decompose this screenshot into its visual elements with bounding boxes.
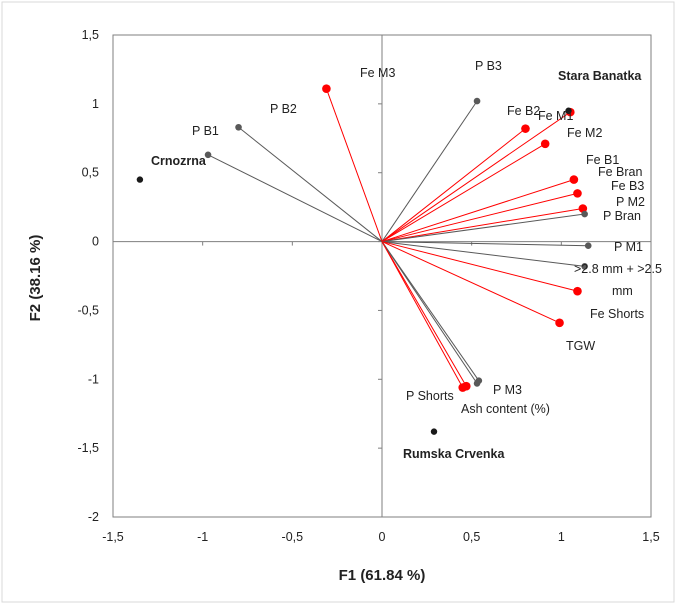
variable-point-2-8-mm-2-5-mm	[573, 286, 582, 296]
variable-point-fe-shorts	[555, 318, 564, 328]
vector-ash-content	[381, 241, 464, 388]
vector-fe-m1	[381, 111, 571, 242]
variable-point-p-m2	[581, 210, 588, 218]
variable-point-p-b3	[473, 97, 481, 105]
vector-p-m2	[381, 213, 585, 243]
y-tick-label: -1,5	[77, 441, 99, 455]
variable-point-p-m3	[475, 377, 483, 384]
variable-label-mm-line2: mm	[612, 284, 633, 298]
vector-fe-shorts	[381, 241, 560, 324]
x-tick-label: 1,5	[642, 530, 659, 544]
vector-p-b3	[381, 100, 478, 242]
variable-label-fe-b3: Fe B3	[611, 179, 644, 193]
variable-point-fe-bran	[573, 189, 582, 198]
observation-label-rumska-crvenka: Rumska Crvenka	[403, 447, 505, 461]
observation-label-crnozrna: Crnozrna	[151, 154, 207, 168]
variable-label-p-b3: P B3	[475, 59, 502, 73]
variable-label-p-m2: P M2	[616, 195, 645, 209]
vector-p-m1	[381, 241, 585, 267]
variable-label-p-shorts: P Shorts	[406, 389, 454, 403]
y-tick-label: 0	[92, 235, 99, 249]
variable-label-p-b2: P B2	[270, 102, 297, 116]
observation-label-stara-banatka: Stara Banatka	[558, 69, 642, 83]
vector-fe-b2	[381, 128, 526, 242]
observation-point-crnozrna	[136, 176, 144, 183]
x-tick-label: 1	[558, 530, 565, 544]
x-tick-label: 0	[379, 530, 386, 544]
y-axis-title: F2 (38.16 %)	[27, 235, 44, 322]
variable-point-ash-content	[458, 383, 468, 392]
variable-label-p-m3: P M3	[493, 383, 522, 397]
chart-outer-border	[1, 1, 675, 603]
x-tick-label: -0,5	[282, 530, 304, 544]
variable-point-fe-b2	[521, 124, 530, 133]
x-tick-label: -1,5	[102, 530, 124, 544]
y-tick-label: 1,5	[82, 28, 99, 42]
variable-label-p-b1: P B1	[192, 124, 219, 138]
y-tick-label: 1	[92, 97, 99, 111]
vector-p-m3	[381, 241, 480, 381]
variable-point-p-b2	[235, 123, 242, 131]
vector-fe-m3	[325, 88, 383, 242]
variable-point-fe-b3	[578, 204, 588, 213]
variable-point-p-m1	[581, 263, 588, 270]
vector-p-bran	[381, 241, 589, 247]
variable-label-fe-b1: Fe B1	[586, 153, 619, 167]
variable-label-fe-shorts: Fe Shorts	[590, 307, 644, 321]
variable-label-tgw: TGW	[566, 339, 595, 353]
observation-point-rumska-crvenka	[430, 428, 438, 435]
y-tick-label: -1	[88, 372, 99, 386]
variable-point-fe-b1	[569, 175, 579, 184]
variable-label-fe-m3: Fe M3	[360, 66, 395, 80]
vector-p-b2	[238, 126, 383, 242]
vector-fe-bran	[381, 192, 578, 243]
variable-label-p-bran: P Bran	[603, 209, 641, 223]
vector-p-b1	[207, 154, 383, 243]
x-tick-label: 0,5	[463, 530, 480, 544]
variable-label-ash-content: Ash content (%)	[461, 402, 550, 416]
variable-point-p-b1	[204, 151, 212, 159]
variable-point-p-bran	[584, 242, 592, 250]
y-tick-label: 0,5	[82, 166, 99, 180]
x-axis-title: F1 (61.84 %)	[339, 567, 426, 584]
vector-tgw	[381, 241, 467, 387]
y-tick-label: -2	[88, 510, 99, 524]
variable-label-fe-bran: Fe Bran	[598, 165, 643, 179]
vector-fe-b3	[381, 208, 583, 243]
variable-label-p-m1: P M1	[614, 240, 643, 254]
observation-point-stara-banatka	[565, 107, 572, 114]
variable-label-mm-line1: >2.8 mm + >2.5	[574, 262, 662, 276]
variable-point-fe-m2	[540, 139, 550, 149]
x-tick-label: -1	[197, 530, 208, 544]
y-tick-label: -0,5	[77, 303, 99, 317]
variable-label-fe-b2: Fe B2	[507, 104, 540, 118]
variable-label-fe-m1: Fe M1	[538, 109, 573, 123]
variable-label-fe-m2: Fe M2	[567, 126, 602, 140]
vector-2-8-mm-2-5-mm	[381, 241, 578, 292]
vector-fe-b1	[381, 179, 575, 243]
variable-point-fe-m3	[322, 84, 331, 94]
vector-p-shorts	[381, 241, 478, 384]
vector-fe-m2	[381, 143, 546, 243]
